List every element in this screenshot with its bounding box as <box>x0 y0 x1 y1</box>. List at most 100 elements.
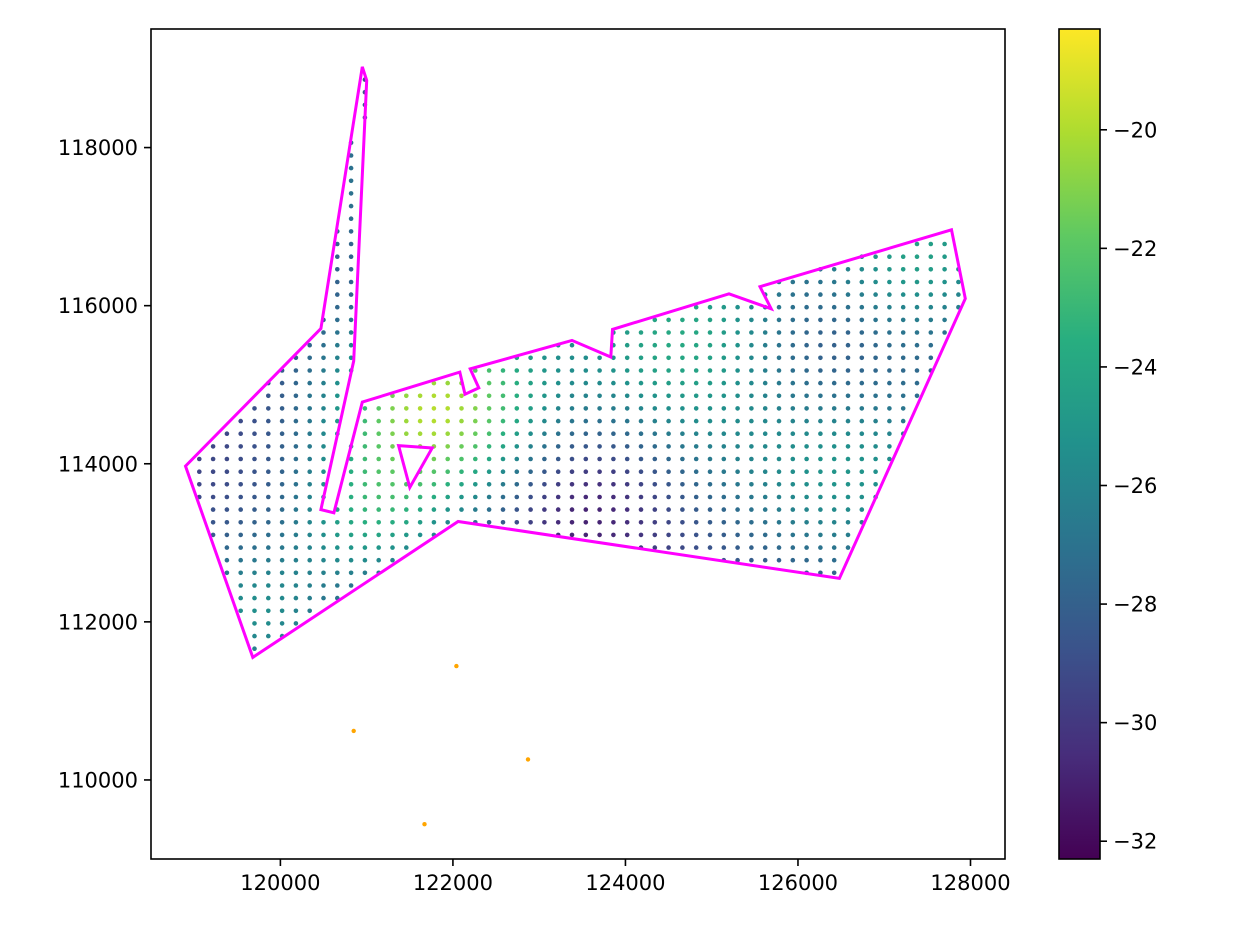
grid-point <box>569 355 575 361</box>
grid-point <box>279 406 285 411</box>
grid-point <box>749 393 754 399</box>
grid-point <box>348 267 354 272</box>
grid-point <box>762 380 768 386</box>
grid-point <box>335 241 340 247</box>
grid-point <box>873 304 878 310</box>
grid-point <box>528 482 533 487</box>
grid-point <box>473 494 478 500</box>
grid-point <box>804 279 809 285</box>
grid-point <box>831 520 837 525</box>
grid-point <box>776 545 782 550</box>
grid-point <box>348 532 354 538</box>
grid-point <box>928 304 934 310</box>
grid-point <box>224 431 230 437</box>
grid-point <box>459 431 464 437</box>
grid-point <box>597 406 602 411</box>
grid-point <box>362 532 368 538</box>
grid-point <box>252 406 257 411</box>
grid-point <box>252 520 257 525</box>
grid-point <box>238 507 243 512</box>
grid-point <box>307 380 313 386</box>
grid-point <box>238 494 243 500</box>
grid-point <box>804 456 809 462</box>
grid-point <box>776 507 782 512</box>
grid-point <box>583 494 589 500</box>
grid-point <box>417 520 423 525</box>
grid-point <box>197 456 202 462</box>
grid-point <box>887 292 892 297</box>
grid-point <box>790 406 796 411</box>
grid-point <box>293 595 299 601</box>
grid-point <box>818 482 823 487</box>
grid-point <box>514 368 520 373</box>
grid-point <box>914 267 920 272</box>
grid-point <box>749 431 754 437</box>
grid-point <box>638 368 644 373</box>
grid-point <box>638 469 644 475</box>
grid-point <box>776 380 782 386</box>
grid-point <box>776 469 782 475</box>
grid-point <box>611 456 616 462</box>
grid-point <box>776 330 782 335</box>
grid-point <box>652 418 658 424</box>
grid-point <box>845 304 851 310</box>
colorbar-frame <box>1058 28 1101 860</box>
grid-point <box>735 557 740 563</box>
grid-point <box>583 431 589 437</box>
grid-point <box>666 342 671 348</box>
grid-point <box>390 431 395 437</box>
grid-point <box>210 507 216 512</box>
grid-point <box>293 380 299 386</box>
colorbar <box>1059 29 1100 859</box>
grid-point <box>666 545 671 550</box>
grid-point <box>348 557 354 563</box>
grid-point <box>210 456 216 462</box>
grid-point <box>831 330 837 335</box>
grid-point <box>293 393 299 399</box>
grid-point <box>362 431 368 437</box>
outlier-point <box>525 757 531 762</box>
grid-point <box>486 494 492 500</box>
grid-point <box>555 355 561 361</box>
grid-point <box>321 368 326 373</box>
grid-point <box>873 406 878 411</box>
grid-point <box>942 267 947 272</box>
grid-point <box>459 469 464 475</box>
grid-point <box>735 494 740 500</box>
grid-point <box>279 393 285 399</box>
grid-point <box>376 431 382 437</box>
grid-point <box>762 368 768 373</box>
grid-point <box>431 494 437 500</box>
grid-point <box>210 520 216 525</box>
grid-point <box>252 583 257 588</box>
grid-point <box>652 406 658 411</box>
grid-point <box>266 456 271 462</box>
grid-point <box>597 494 602 500</box>
grid-point <box>431 406 437 411</box>
grid-point <box>224 469 230 475</box>
grid-point <box>721 380 727 386</box>
colorbar-tick-label: −26 <box>1113 474 1157 498</box>
grid-point <box>762 317 768 323</box>
grid-point <box>376 494 382 500</box>
grid-point <box>528 368 533 373</box>
grid-point <box>266 532 271 538</box>
grid-point <box>680 520 685 525</box>
grid-point <box>831 557 837 563</box>
grid-point <box>818 380 823 386</box>
grid-point <box>845 545 851 550</box>
grid-point <box>804 380 809 386</box>
grid-point <box>376 469 382 475</box>
grid-point <box>528 494 533 500</box>
grid-point <box>569 431 575 437</box>
grid-point <box>859 431 865 437</box>
grid-point <box>762 482 768 487</box>
grid-point <box>707 494 713 500</box>
grid-point <box>238 532 243 538</box>
grid-point <box>652 330 658 335</box>
grid-point <box>362 570 368 576</box>
grid-point <box>818 342 823 348</box>
grid-point <box>348 342 354 348</box>
grid-point <box>569 444 575 449</box>
grid-point <box>707 444 713 449</box>
